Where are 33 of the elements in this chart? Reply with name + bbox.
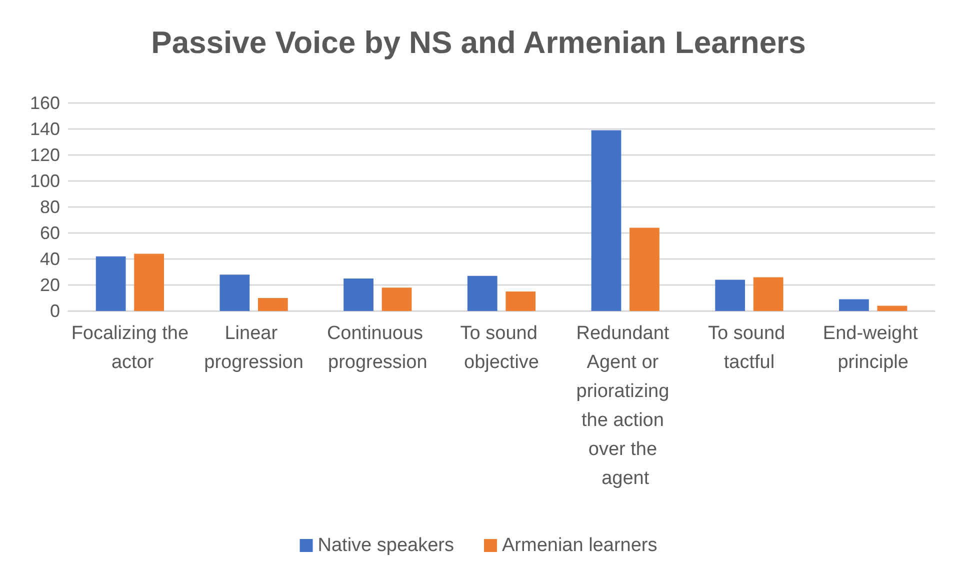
x-tick-label: Redundant Agent or prioratizing the action over the agent [576,323,674,489]
y-tick-label: 160 [30,93,60,113]
x-tick-label: To sound tactful [708,323,790,373]
bar [467,276,498,311]
y-tick-label: 140 [30,119,60,139]
bar [591,130,622,311]
bar [877,306,908,311]
y-tick-label: 100 [30,171,60,191]
x-tick-label: Continuous progression [326,323,428,373]
x-tick-label: Linear progression [204,323,304,373]
bar [630,228,660,311]
legend-label: Armenian learners [502,535,658,556]
bar [839,299,869,311]
y-tick-label: 40 [40,249,60,269]
x-tick-label: To sound objective [460,323,543,373]
bar [344,278,374,311]
y-tick-label: 20 [40,275,60,295]
bar [753,277,784,311]
x-tick-label: End-weight principle [822,323,924,373]
bar [134,254,164,311]
y-tick-label: 80 [40,197,60,217]
bar [715,280,746,311]
x-tick-label: Focalizing the actor [71,323,189,373]
chart-title: Passive Voice by NS and Armenian Learners [151,25,806,60]
y-tick-label: 60 [40,223,60,243]
bar [258,298,288,311]
bar [220,274,250,311]
bar [96,256,126,311]
y-tick-label: 120 [30,145,60,165]
bar [382,288,412,311]
bar [506,292,536,311]
legend-label: Native speakers [318,535,454,556]
y-tick-label: 0 [50,301,60,321]
